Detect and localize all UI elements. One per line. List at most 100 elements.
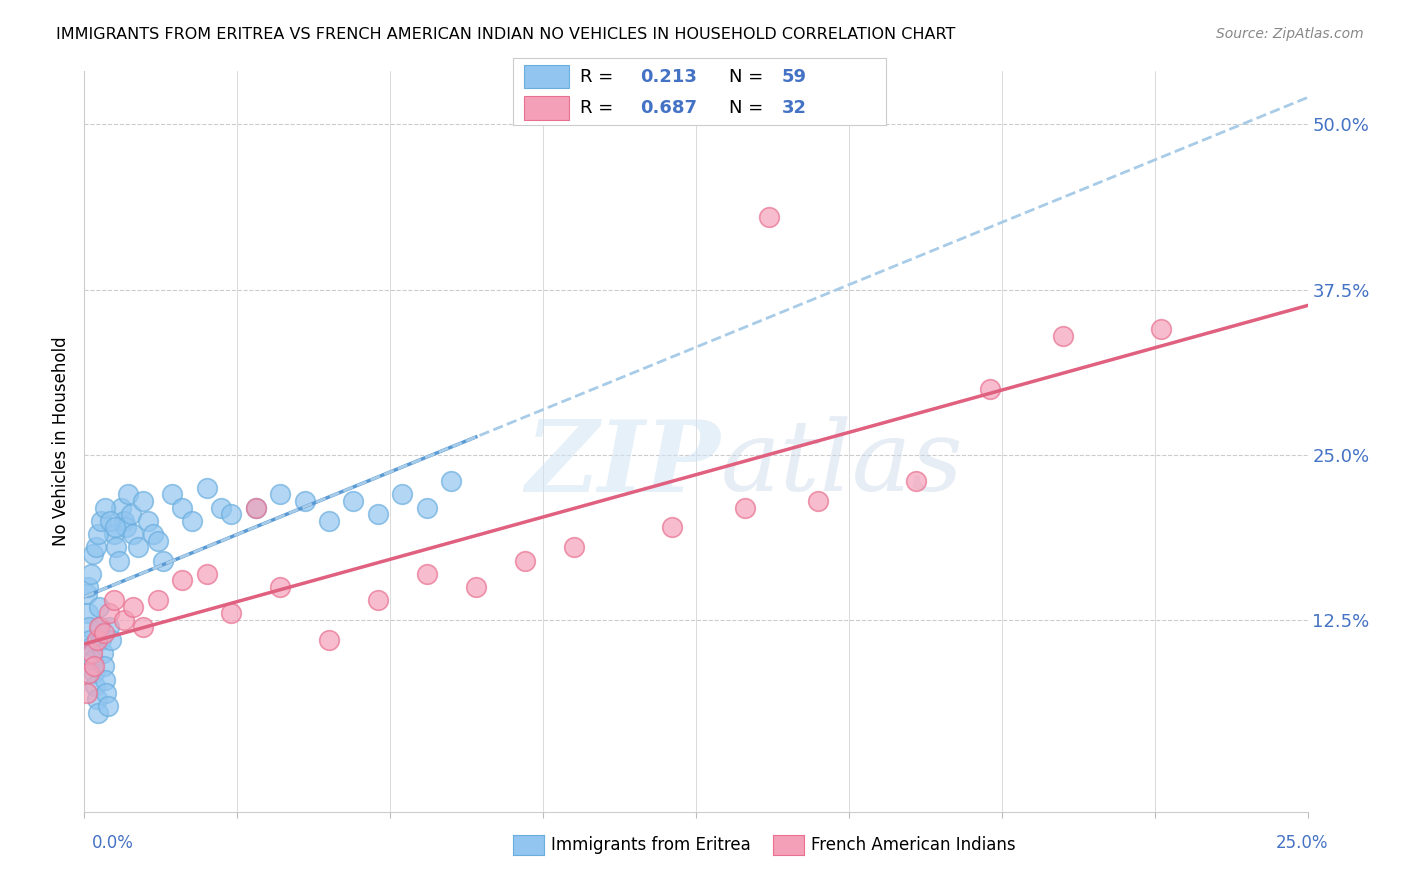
Point bbox=[245, 500, 267, 515]
Point bbox=[1052, 328, 1074, 343]
Text: French American Indians: French American Indians bbox=[811, 836, 1017, 854]
Point bbox=[83, 665, 105, 680]
Point bbox=[318, 514, 340, 528]
Point bbox=[136, 514, 159, 528]
Point bbox=[440, 474, 463, 488]
Point bbox=[76, 686, 98, 700]
Point bbox=[77, 607, 100, 621]
Point bbox=[120, 508, 142, 522]
Point bbox=[195, 566, 218, 581]
Point bbox=[513, 553, 536, 567]
Point bbox=[97, 698, 120, 713]
Point bbox=[82, 547, 104, 561]
Point bbox=[152, 553, 174, 567]
Point bbox=[172, 574, 194, 588]
Point bbox=[104, 520, 127, 534]
Point bbox=[86, 527, 108, 541]
Text: R =: R = bbox=[581, 68, 619, 86]
Point bbox=[112, 613, 135, 627]
Point bbox=[146, 533, 169, 548]
Point bbox=[89, 514, 111, 528]
Point bbox=[367, 593, 389, 607]
Point bbox=[245, 500, 267, 515]
Point bbox=[103, 593, 125, 607]
Text: IMMIGRANTS FROM ERITREA VS FRENCH AMERICAN INDIAN NO VEHICLES IN HOUSEHOLD CORRE: IMMIGRANTS FROM ERITREA VS FRENCH AMERIC… bbox=[56, 27, 956, 42]
Point bbox=[905, 474, 928, 488]
Point bbox=[90, 632, 112, 647]
Point bbox=[93, 659, 115, 673]
Point bbox=[77, 620, 100, 634]
Point bbox=[661, 520, 683, 534]
Point bbox=[219, 508, 242, 522]
Y-axis label: No Vehicles in Household: No Vehicles in Household bbox=[52, 336, 70, 547]
Point bbox=[734, 500, 756, 515]
Point bbox=[112, 514, 135, 528]
Point bbox=[979, 382, 1001, 396]
Text: 0.0%: 0.0% bbox=[91, 834, 134, 852]
Point bbox=[294, 494, 316, 508]
Point bbox=[80, 646, 103, 660]
Text: 25.0%: 25.0% bbox=[1277, 834, 1329, 852]
Point bbox=[110, 500, 132, 515]
Point bbox=[117, 487, 139, 501]
Point bbox=[105, 541, 128, 555]
Point bbox=[269, 487, 291, 501]
Text: 0.687: 0.687 bbox=[640, 99, 697, 117]
Point bbox=[86, 632, 108, 647]
Point bbox=[91, 646, 114, 660]
Text: atlas: atlas bbox=[720, 416, 963, 511]
Point bbox=[132, 494, 155, 508]
Point bbox=[416, 566, 439, 581]
Point bbox=[209, 500, 232, 515]
Text: 59: 59 bbox=[782, 68, 807, 86]
Text: 0.213: 0.213 bbox=[640, 68, 697, 86]
Point bbox=[391, 487, 413, 501]
Point bbox=[416, 500, 439, 515]
Point bbox=[146, 593, 169, 607]
Point bbox=[122, 527, 145, 541]
Point bbox=[100, 632, 122, 647]
Point bbox=[758, 210, 780, 224]
Point bbox=[80, 566, 103, 581]
Point bbox=[807, 494, 830, 508]
Point bbox=[83, 659, 105, 673]
Point bbox=[132, 620, 155, 634]
Text: Source: ZipAtlas.com: Source: ZipAtlas.com bbox=[1216, 27, 1364, 41]
Point bbox=[342, 494, 364, 508]
Point bbox=[162, 487, 184, 501]
Point bbox=[1150, 322, 1173, 336]
Point bbox=[80, 640, 103, 654]
Point bbox=[318, 632, 340, 647]
Point bbox=[89, 620, 111, 634]
Text: 32: 32 bbox=[782, 99, 807, 117]
Point bbox=[464, 580, 486, 594]
Point bbox=[195, 481, 218, 495]
Point bbox=[93, 626, 115, 640]
Point bbox=[367, 508, 389, 522]
Bar bbox=[524, 65, 569, 88]
Point bbox=[84, 679, 107, 693]
Point bbox=[219, 607, 242, 621]
Point bbox=[76, 580, 98, 594]
Point bbox=[86, 692, 108, 706]
Point bbox=[76, 586, 98, 600]
Point bbox=[172, 500, 194, 515]
Point bbox=[96, 686, 118, 700]
Point bbox=[82, 653, 104, 667]
Point bbox=[142, 527, 165, 541]
Point bbox=[97, 620, 120, 634]
Bar bbox=[524, 96, 569, 120]
Text: R =: R = bbox=[581, 99, 619, 117]
Text: N =: N = bbox=[730, 68, 769, 86]
Point bbox=[122, 599, 145, 614]
Point bbox=[127, 541, 149, 555]
Point bbox=[98, 514, 121, 528]
Point bbox=[87, 620, 110, 634]
Point bbox=[107, 553, 129, 567]
Point bbox=[77, 665, 100, 680]
Point bbox=[84, 541, 107, 555]
Point bbox=[87, 706, 110, 720]
Point bbox=[87, 599, 110, 614]
Point bbox=[115, 520, 138, 534]
Point bbox=[562, 541, 585, 555]
